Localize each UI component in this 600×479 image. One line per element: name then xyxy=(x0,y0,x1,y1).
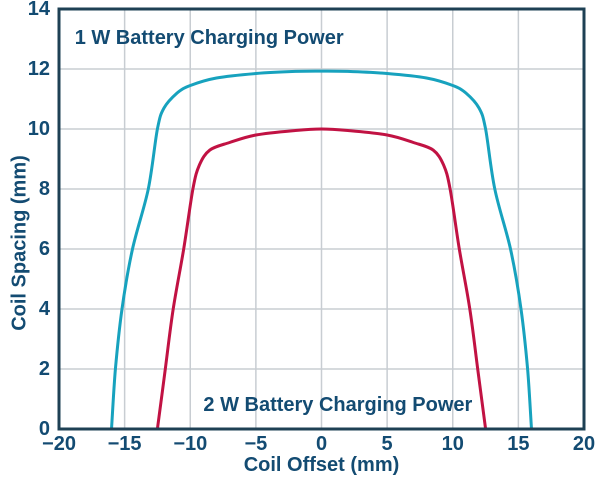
x-tick-label: 15 xyxy=(507,433,530,455)
x-tick-label: 0 xyxy=(315,433,328,455)
y-tick-label: 0 xyxy=(38,418,50,440)
series-curve-2w xyxy=(155,127,488,429)
x-tick-label: −15 xyxy=(107,433,142,455)
y-tick-label: 6 xyxy=(38,238,50,260)
y-tick-label: 8 xyxy=(38,178,50,200)
y-tick-label: 10 xyxy=(27,118,50,140)
series-label-1w: 1 W Battery Charging Power xyxy=(74,27,344,50)
y-tick-label: 14 xyxy=(27,0,50,20)
y-tick-label: 2 xyxy=(38,358,50,380)
y-tick-label: 12 xyxy=(27,58,50,80)
axes-frame xyxy=(57,7,586,431)
series-curve-1w xyxy=(110,69,533,429)
x-tick-label: 5 xyxy=(381,433,393,455)
x-tick-label: 20 xyxy=(572,433,596,455)
x-tick-label: −5 xyxy=(244,433,268,455)
y-tick-label: 4 xyxy=(38,298,50,320)
x-tick-label: −10 xyxy=(173,433,208,455)
x-tick-label: −20 xyxy=(42,433,76,455)
x-tick-label: 10 xyxy=(441,433,464,455)
x-axis-title: Coil Offset (mm) xyxy=(243,454,400,476)
series-label-2w: 2 W Battery Charging Power xyxy=(203,394,473,416)
